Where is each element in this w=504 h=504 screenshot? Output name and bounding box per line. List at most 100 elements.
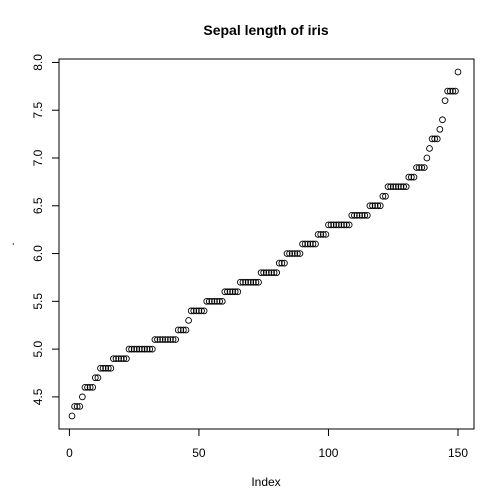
x-tick-label: 100 bbox=[318, 446, 338, 460]
data-point bbox=[136, 345, 143, 353]
data-point bbox=[322, 231, 330, 238]
data-point bbox=[123, 355, 130, 363]
data-point bbox=[446, 87, 454, 95]
data-point bbox=[146, 345, 154, 353]
data-point bbox=[200, 307, 208, 315]
data-point bbox=[107, 364, 115, 372]
data-point bbox=[187, 307, 195, 315]
data-point bbox=[198, 307, 205, 315]
data-point bbox=[89, 383, 97, 391]
data-point bbox=[273, 269, 281, 277]
data-point bbox=[358, 211, 366, 219]
data-point bbox=[265, 269, 273, 277]
plot-frame bbox=[58, 58, 475, 430]
data-point bbox=[283, 250, 291, 257]
data-point bbox=[237, 278, 244, 286]
data-point bbox=[102, 364, 110, 372]
data-point bbox=[379, 192, 387, 200]
data-point bbox=[156, 336, 164, 343]
data-point bbox=[231, 288, 239, 296]
data-point bbox=[244, 278, 252, 286]
data-point bbox=[141, 345, 148, 353]
x-tick-label: 0 bbox=[66, 446, 73, 460]
x-axis: 0 50 100 150 bbox=[66, 428, 468, 460]
data-point bbox=[260, 269, 268, 277]
data-point bbox=[332, 221, 340, 229]
data-point bbox=[185, 317, 192, 324]
data-point bbox=[353, 211, 361, 219]
data-point bbox=[384, 183, 392, 191]
data-point bbox=[91, 374, 99, 382]
data-point bbox=[343, 221, 350, 229]
data-point bbox=[174, 326, 182, 334]
data-point bbox=[195, 307, 203, 315]
data-point bbox=[402, 183, 410, 191]
data-point bbox=[366, 202, 374, 210]
data-point bbox=[71, 403, 78, 410]
data-point bbox=[296, 250, 304, 257]
data-point bbox=[133, 345, 141, 353]
data-point bbox=[180, 326, 187, 334]
data-point bbox=[247, 278, 255, 286]
data-point bbox=[169, 336, 177, 343]
data-point bbox=[262, 269, 270, 277]
data-point bbox=[104, 364, 112, 372]
data-point bbox=[81, 383, 89, 391]
data-point bbox=[304, 240, 312, 248]
data-point bbox=[338, 221, 345, 229]
data-point bbox=[117, 355, 125, 363]
y-tick-label: 5.5 bbox=[31, 293, 45, 310]
data-point bbox=[299, 240, 306, 248]
y-tick-label: 5.0 bbox=[31, 340, 45, 357]
data-point bbox=[306, 240, 314, 248]
data-point bbox=[211, 297, 218, 305]
data-point bbox=[151, 336, 159, 343]
data-point bbox=[374, 202, 382, 210]
data-point bbox=[221, 288, 229, 296]
data-point bbox=[369, 202, 376, 210]
data-point bbox=[120, 355, 128, 363]
data-point bbox=[110, 355, 117, 363]
y-tick-label: 7.0 bbox=[31, 149, 45, 166]
data-point bbox=[395, 183, 402, 191]
data-point bbox=[84, 383, 91, 391]
data-point bbox=[327, 221, 335, 229]
data-point bbox=[143, 345, 151, 353]
y-tick-label: 6.0 bbox=[31, 245, 45, 262]
data-point bbox=[130, 345, 138, 353]
data-point bbox=[431, 135, 439, 143]
data-point bbox=[154, 336, 161, 343]
data-point bbox=[68, 412, 76, 420]
data-point bbox=[97, 364, 104, 372]
data-point bbox=[161, 336, 169, 343]
data-point bbox=[268, 269, 275, 277]
data-point bbox=[172, 336, 179, 343]
data-point bbox=[278, 259, 286, 267]
data-point bbox=[428, 135, 436, 143]
data-point bbox=[203, 297, 211, 305]
data-point bbox=[376, 202, 384, 210]
data-point bbox=[312, 240, 319, 248]
data-point bbox=[340, 221, 348, 229]
data-point bbox=[79, 393, 86, 401]
data-point bbox=[193, 307, 200, 315]
data-point bbox=[351, 211, 358, 219]
data-point bbox=[275, 259, 283, 267]
data-point bbox=[115, 355, 122, 363]
data-point bbox=[239, 278, 247, 286]
data-point bbox=[405, 173, 413, 181]
data-point bbox=[255, 278, 262, 286]
data-point bbox=[420, 164, 428, 171]
data-point bbox=[371, 202, 379, 210]
data-point bbox=[433, 135, 441, 143]
data-point bbox=[449, 87, 457, 95]
y-tick-label: 7.5 bbox=[31, 102, 45, 119]
data-point bbox=[361, 211, 369, 219]
data-point bbox=[319, 231, 327, 238]
data-point bbox=[439, 116, 446, 124]
data-point bbox=[345, 221, 353, 229]
data-point bbox=[182, 326, 190, 334]
data-point bbox=[325, 221, 332, 229]
y-tick-label: 6.5 bbox=[31, 197, 45, 214]
data-point bbox=[288, 250, 296, 257]
